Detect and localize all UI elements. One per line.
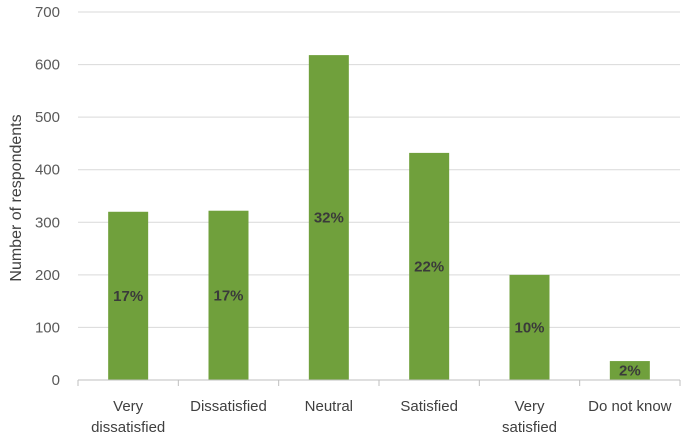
x-category-label-line: dissatisfied [91,419,165,436]
y-tick-label: 0 [52,372,60,389]
data-label: 17% [113,288,143,305]
gridlines [78,11,680,328]
x-category-label: Very satisfied [502,398,557,436]
x-category-label: Very dissatisfied [91,398,165,436]
bar [208,210,249,380]
y-tick-label: 200 [35,267,60,284]
y-tick-label: 700 [35,4,60,21]
y-tick-label: 500 [35,109,60,126]
x-category-label-line: Neutral [305,398,353,415]
x-category-label-line: Dissatisfied [190,398,267,415]
x-axis-categories: Very dissatisfied Dissatisfied Neutral Satis… [91,398,672,436]
bars [108,55,650,380]
data-label: 32% [314,210,344,227]
data-label: 2% [619,363,641,380]
data-label: 22% [414,258,444,275]
x-category-label: Satisfied [400,398,458,415]
y-tick-label: 300 [35,214,60,231]
x-category-label-line: Do not know [588,398,672,415]
x-axis [77,379,681,386]
y-tick-label: 400 [35,162,60,179]
x-category-label-line: satisfied [502,419,557,436]
x-category-label: Neutral [305,398,353,415]
bar [509,274,550,380]
x-category-label: Do not know [588,398,672,415]
bar [609,361,650,380]
data-labels: 17% 17% 32% 22% 10% 2% [113,210,641,380]
y-tick-label: 600 [35,57,60,74]
data-label: 10% [514,319,544,336]
bar [409,152,450,380]
data-label: 17% [213,287,243,304]
x-category-label-line: Very [113,398,144,415]
y-tick-label: 100 [35,319,60,336]
y-axis-label: Number of respondents [8,114,25,281]
y-axis-ticks: 0 100 200 300 400 500 600 700 [35,4,60,389]
x-category-label: Dissatisfied [190,398,267,415]
x-category-label-line: Satisfied [400,398,458,415]
bar [308,55,349,380]
bar [108,211,149,380]
x-category-label-line: Very [514,398,545,415]
